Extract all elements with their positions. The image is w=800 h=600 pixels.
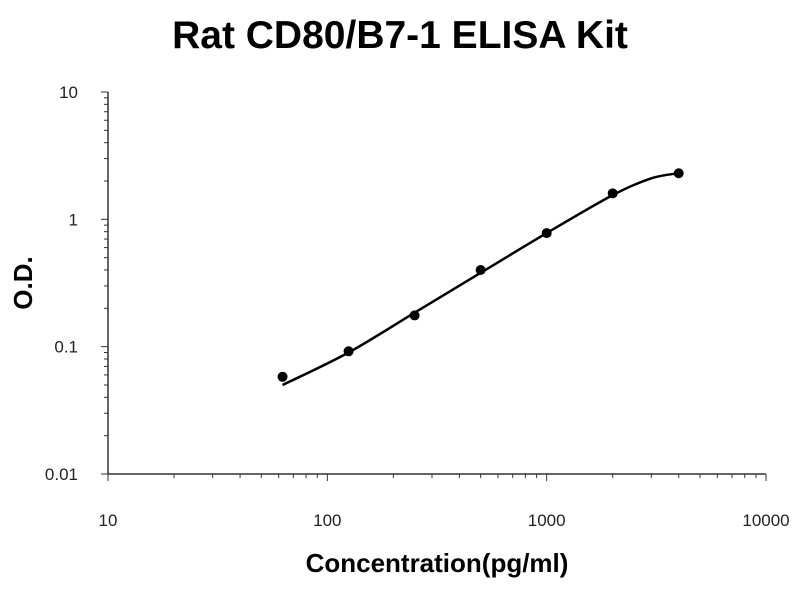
y-tick-label: 0.1 bbox=[54, 338, 78, 357]
data-point bbox=[673, 168, 684, 179]
data-point bbox=[409, 310, 420, 321]
data-point bbox=[475, 265, 486, 276]
tick-marks bbox=[101, 91, 767, 481]
data-point bbox=[607, 188, 618, 199]
x-axis-title: Concentration(pg/ml) bbox=[306, 548, 569, 578]
x-tick-label: 10 bbox=[99, 511, 118, 530]
x-tick-label: 100 bbox=[313, 511, 341, 530]
data-point bbox=[343, 346, 354, 357]
fit-curve bbox=[282, 172, 679, 387]
y-tick-label: 0.01 bbox=[45, 465, 78, 484]
x-tick-label: 1000 bbox=[528, 511, 566, 530]
tick-labels: 10 1 0.1 0.01 10 100 1000 10000 bbox=[45, 83, 790, 530]
data-point bbox=[541, 228, 552, 239]
axes bbox=[107, 92, 766, 475]
data-point bbox=[277, 371, 288, 382]
x-tick-label: 10000 bbox=[742, 511, 789, 530]
data-points bbox=[277, 168, 684, 382]
chart-title: Rat CD80/B7-1 ELISA Kit bbox=[172, 14, 628, 57]
y-tick-label: 1 bbox=[69, 210, 78, 229]
y-tick-label: 10 bbox=[59, 83, 78, 102]
y-axis-title: O.D. bbox=[8, 256, 38, 309]
